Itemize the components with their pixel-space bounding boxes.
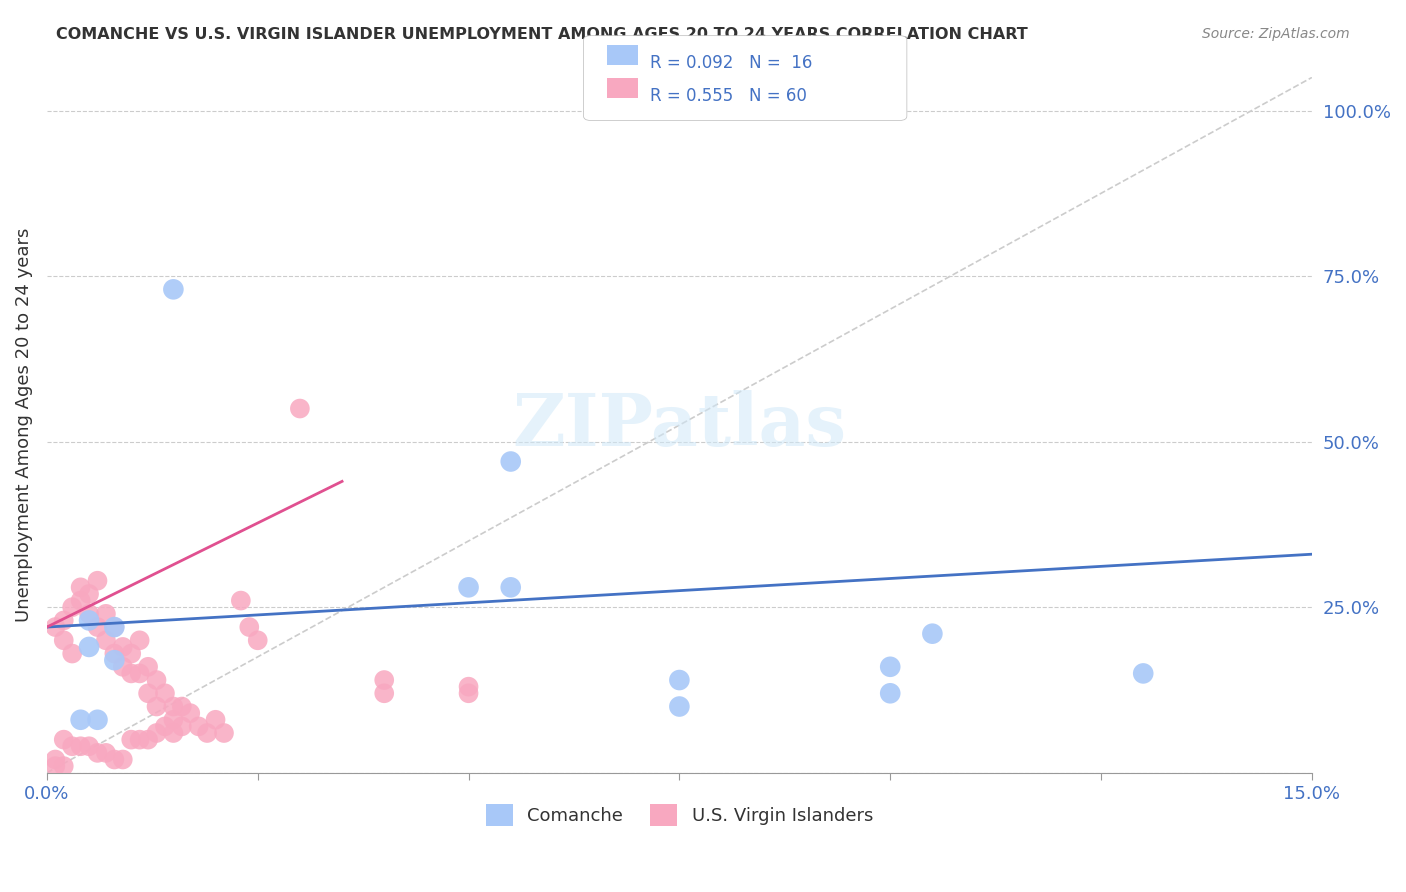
Point bbox=[162, 282, 184, 296]
Point bbox=[69, 580, 91, 594]
Point bbox=[44, 752, 66, 766]
Point bbox=[195, 726, 218, 740]
Point bbox=[69, 739, 91, 754]
Text: R = 0.092   N =  16: R = 0.092 N = 16 bbox=[650, 54, 811, 71]
Point bbox=[44, 759, 66, 773]
Point bbox=[162, 713, 184, 727]
Point bbox=[52, 633, 75, 648]
Point bbox=[145, 726, 167, 740]
Point bbox=[128, 732, 150, 747]
Text: ZIPatlas: ZIPatlas bbox=[512, 390, 846, 460]
Point bbox=[238, 620, 260, 634]
Point bbox=[457, 686, 479, 700]
Point bbox=[69, 713, 91, 727]
Point bbox=[52, 614, 75, 628]
Point bbox=[120, 732, 142, 747]
Point bbox=[103, 647, 125, 661]
Point bbox=[212, 726, 235, 740]
Point bbox=[179, 706, 201, 720]
Point bbox=[52, 732, 75, 747]
Point bbox=[60, 647, 83, 661]
Point bbox=[52, 759, 75, 773]
Point bbox=[457, 580, 479, 594]
Point bbox=[136, 686, 159, 700]
Point bbox=[136, 660, 159, 674]
Point bbox=[44, 620, 66, 634]
Point bbox=[373, 686, 395, 700]
Point bbox=[77, 739, 100, 754]
Point bbox=[170, 699, 193, 714]
Point bbox=[499, 454, 522, 468]
Point bbox=[94, 607, 117, 621]
Point bbox=[77, 587, 100, 601]
Point bbox=[111, 660, 134, 674]
Point bbox=[204, 713, 226, 727]
Point bbox=[128, 666, 150, 681]
Point bbox=[94, 746, 117, 760]
Point bbox=[77, 640, 100, 654]
Point bbox=[136, 732, 159, 747]
Point bbox=[86, 574, 108, 588]
Point bbox=[373, 673, 395, 687]
Point bbox=[86, 713, 108, 727]
Point bbox=[170, 719, 193, 733]
Point bbox=[103, 653, 125, 667]
Point bbox=[187, 719, 209, 733]
Text: R = 0.555   N = 60: R = 0.555 N = 60 bbox=[650, 87, 807, 104]
Legend: Comanche, U.S. Virgin Islanders: Comanche, U.S. Virgin Islanders bbox=[478, 797, 880, 833]
Point bbox=[77, 614, 100, 628]
Point bbox=[60, 739, 83, 754]
Point bbox=[103, 620, 125, 634]
Point bbox=[120, 666, 142, 681]
Point bbox=[246, 633, 269, 648]
Point bbox=[153, 686, 176, 700]
Y-axis label: Unemployment Among Ages 20 to 24 years: Unemployment Among Ages 20 to 24 years bbox=[15, 227, 32, 623]
Point bbox=[457, 680, 479, 694]
Point bbox=[128, 633, 150, 648]
Point bbox=[86, 746, 108, 760]
Point bbox=[668, 699, 690, 714]
Point bbox=[668, 673, 690, 687]
Point bbox=[77, 607, 100, 621]
Point bbox=[86, 620, 108, 634]
Point bbox=[69, 593, 91, 607]
Point bbox=[288, 401, 311, 416]
Point bbox=[103, 620, 125, 634]
Point bbox=[162, 726, 184, 740]
Point bbox=[145, 699, 167, 714]
Point bbox=[499, 580, 522, 594]
Text: Source: ZipAtlas.com: Source: ZipAtlas.com bbox=[1202, 27, 1350, 41]
Point bbox=[103, 752, 125, 766]
Point bbox=[60, 600, 83, 615]
Point bbox=[153, 719, 176, 733]
Point bbox=[879, 660, 901, 674]
Point bbox=[145, 673, 167, 687]
Point bbox=[921, 626, 943, 640]
Point bbox=[111, 752, 134, 766]
Point bbox=[879, 686, 901, 700]
Point bbox=[162, 699, 184, 714]
Point bbox=[229, 593, 252, 607]
Point bbox=[94, 633, 117, 648]
Text: COMANCHE VS U.S. VIRGIN ISLANDER UNEMPLOYMENT AMONG AGES 20 TO 24 YEARS CORRELAT: COMANCHE VS U.S. VIRGIN ISLANDER UNEMPLO… bbox=[56, 27, 1028, 42]
Point bbox=[1132, 666, 1154, 681]
Point bbox=[120, 647, 142, 661]
Point bbox=[111, 640, 134, 654]
